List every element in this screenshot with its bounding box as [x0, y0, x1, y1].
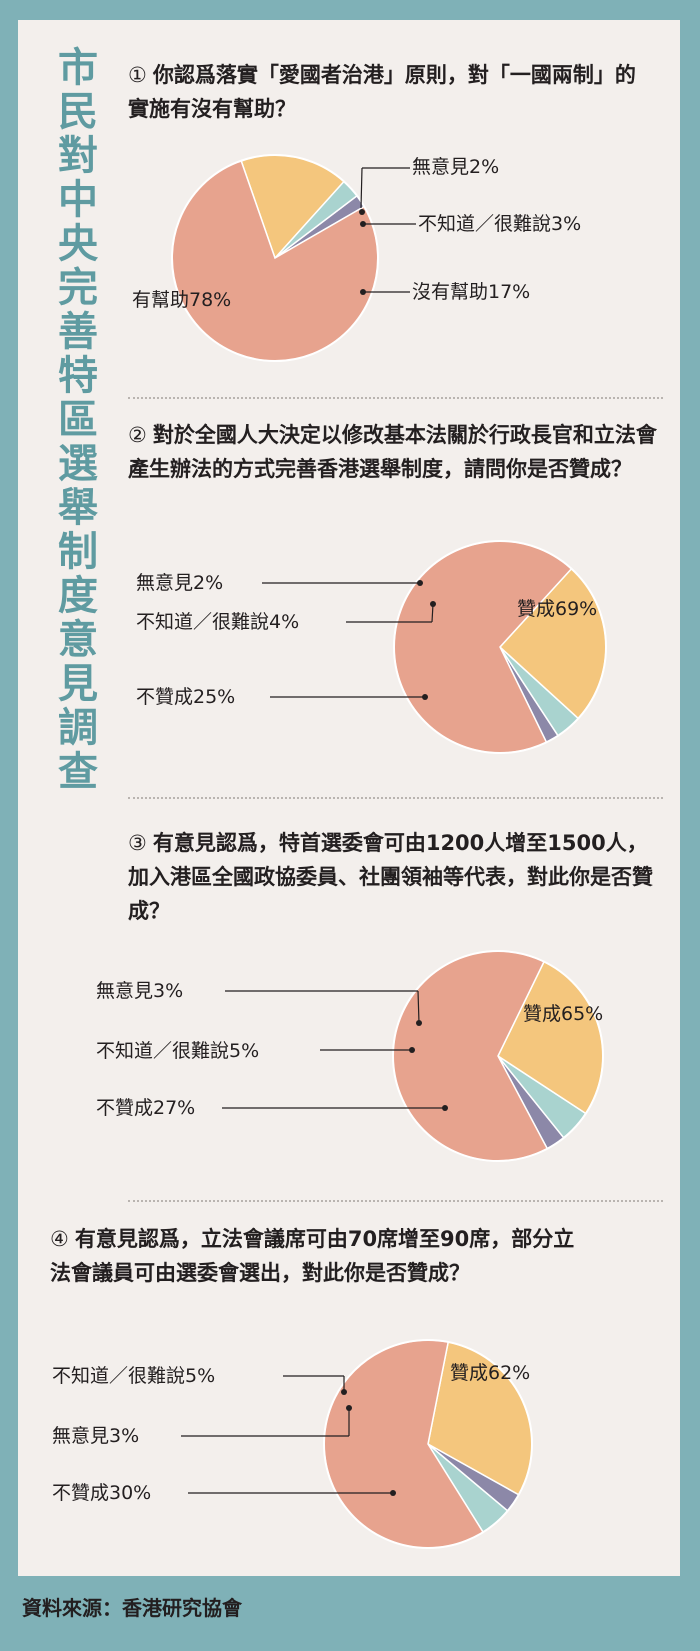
leader-dot-6: [416, 1020, 422, 1026]
pie4-outline: [323, 1339, 533, 1549]
chart2-label-support: 贊成69%: [517, 598, 598, 620]
chart3-label-support: 贊成65%: [523, 1003, 604, 1025]
leader-dot-3: [417, 580, 423, 586]
leader-dot-1: [360, 221, 366, 227]
pie-chart-1: [171, 154, 379, 362]
chart1-label-noopinion: 無意見2%: [412, 156, 500, 178]
chart2-label-dontknow: 不知道／很難說4%: [136, 611, 300, 633]
leader-chart1-noopinion-elbow: [360, 167, 363, 209]
leader-dot-10: [346, 1405, 352, 1411]
divider-3: [128, 1200, 663, 1202]
chart1-label-support: 有幫助78%: [132, 289, 232, 311]
pie3-outline: [392, 950, 604, 1162]
question-4-number: ④: [50, 1227, 69, 1251]
divider-2: [128, 797, 663, 799]
chart3-label-noopinion: 無意見3%: [96, 980, 184, 1002]
pie-chart-2: [393, 540, 607, 754]
question-2-text: 對於全國人大決定以修改基本法關於行政長官和立法會產生辦法的方式完善香港選舉制度，…: [128, 423, 657, 481]
chart1-label-dontknow: 不知道／很難說3%: [418, 213, 582, 235]
leader-chart3-noopinion-elbow: [417, 990, 420, 1024]
question-1-text: 你認爲落實「愛國者治港」原則，對「一國兩制」的實施有沒有幫助？: [128, 63, 636, 121]
divider-1: [128, 397, 663, 399]
vertical-title: 市民對中央完善特區選舉制度意見調查: [58, 45, 98, 795]
question-1: ① 你認爲落實「愛國者治港」原則，對「一國兩制」的實施有沒有幫助？: [128, 58, 648, 126]
question-4: ④ 有意見認爲，立法會議席可由70席增至90席，部分立法會議員可由選委會選出，對此…: [50, 1222, 580, 1290]
source-note: 資料來源：香港研究協會: [22, 1596, 242, 1620]
chart1-label-against: 沒有幫助17%: [412, 281, 531, 303]
leader-dot-9: [341, 1389, 347, 1395]
leader-dot-5: [422, 694, 428, 700]
chart4-label-noopinion: 無意見3%: [52, 1425, 140, 1447]
question-4-text: 有意見認爲，立法會議席可由70席增至90席，部分立法會議員可由選委會選出，對此你…: [50, 1227, 575, 1285]
chart2-label-noopinion: 無意見2%: [136, 572, 224, 594]
pie-chart-3: [392, 950, 604, 1162]
leader-dot-8: [442, 1105, 448, 1111]
question-1-number: ①: [128, 63, 147, 87]
chart3-label-against: 不贊成27%: [96, 1097, 196, 1119]
leader-dot-2: [360, 289, 366, 295]
chart4-label-dontknow: 不知道／很難說5%: [52, 1365, 216, 1387]
chart3-label-dontknow: 不知道／很難說5%: [96, 1040, 260, 1062]
leader-dot-0: [359, 209, 365, 215]
pie-chart-4: [323, 1339, 533, 1549]
question-3-text: 有意見認爲，特首選委會可由1200人增至1500人，加入港區全國政協委員、社團領…: [128, 831, 653, 923]
pie2-outline: [393, 540, 607, 754]
pie1-outline: [171, 154, 379, 362]
question-3-number: ③: [128, 831, 147, 855]
question-2-number: ②: [128, 423, 147, 447]
leader-dot-11: [390, 1490, 396, 1496]
chart4-label-support: 贊成62%: [450, 1362, 531, 1384]
chart2-label-against: 不贊成25%: [136, 686, 236, 708]
leader-lines: [181, 167, 448, 1496]
chart4-label-against: 不贊成30%: [52, 1482, 152, 1504]
leader-dot-7: [409, 1047, 415, 1053]
question-3: ③ 有意見認爲，特首選委會可由1200人增至1500人，加入港區全國政協委員、社團…: [128, 826, 658, 928]
question-2: ② 對於全國人大決定以修改基本法關於行政長官和立法會產生辦法的方式完善香港選舉制度…: [128, 418, 668, 486]
leader-dot-4: [430, 601, 436, 607]
leader-chart2-dontknow-elbow: [431, 603, 434, 623]
